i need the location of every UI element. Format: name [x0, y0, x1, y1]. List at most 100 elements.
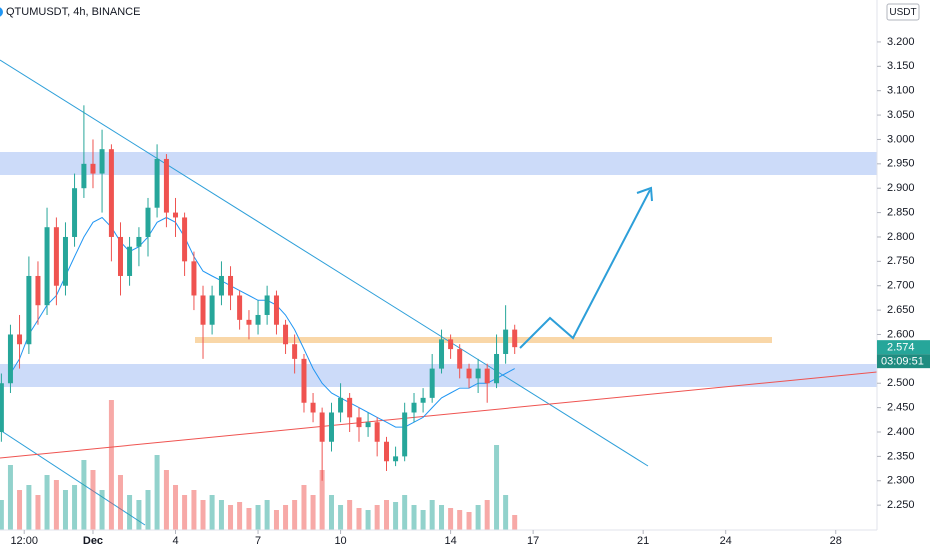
candle-body	[429, 368, 435, 398]
candle-body	[347, 397, 353, 418]
x-tick-label: 28	[830, 535, 842, 547]
level-band	[195, 337, 772, 343]
candle-body	[145, 207, 151, 237]
x-tick-label: 10	[334, 535, 346, 547]
y-tick-label: 2.250	[887, 499, 915, 511]
volume-bar	[384, 500, 390, 530]
volume-bar	[72, 485, 78, 530]
candle-body	[246, 319, 252, 325]
volume-bar	[81, 460, 87, 530]
candle-body	[494, 353, 500, 384]
candle-body	[200, 295, 206, 325]
candle-body	[466, 368, 472, 379]
volume-bar	[44, 475, 50, 530]
candle-body	[108, 149, 114, 237]
chart-title: QTUMUSDT, 4h, BINANCE	[6, 6, 140, 18]
candle-body	[62, 236, 68, 286]
volume-bar	[457, 510, 463, 530]
volume-bar	[439, 505, 445, 530]
volume-bar	[228, 505, 234, 530]
y-tick-label: 2.400	[887, 426, 915, 438]
candle-body	[273, 295, 279, 325]
y-tick-label: 2.800	[887, 231, 915, 243]
volume-bar	[283, 505, 289, 530]
y-tick-label: 2.950	[887, 158, 915, 170]
volume-bar	[310, 495, 316, 530]
resistance-zone	[0, 152, 877, 175]
volume-bar	[484, 500, 490, 530]
volume-bar	[53, 480, 59, 530]
y-tick-label: 3.000	[887, 133, 915, 145]
candle-body	[411, 402, 417, 413]
volume-bar	[338, 505, 344, 530]
y-tick-label: 2.900	[887, 182, 915, 194]
volume-bar	[237, 502, 243, 530]
y-tick-label: 2.300	[887, 475, 915, 487]
volume-bar	[127, 495, 133, 530]
volume-bar	[246, 508, 252, 530]
volume-bar	[7, 465, 13, 530]
volume-bar	[475, 505, 481, 530]
volume-bar	[347, 500, 353, 530]
volume-bar	[292, 500, 298, 530]
volume-bar	[402, 495, 408, 530]
y-tick-label: 2.500	[887, 377, 915, 389]
volume-bar	[503, 495, 509, 530]
y-tick-label: 2.600	[887, 328, 915, 340]
volume-bar	[411, 505, 417, 530]
volume-bar	[374, 505, 380, 530]
candle-body	[35, 275, 41, 306]
candle-body	[44, 227, 50, 306]
volume-bar	[209, 495, 215, 530]
candle-body	[136, 236, 142, 247]
y-tick-label: 3.050	[887, 109, 915, 121]
candle-body	[503, 329, 509, 354]
volume-bar	[117, 475, 123, 530]
volume-bar	[301, 485, 307, 530]
volume-bar	[356, 508, 362, 530]
y-tick-label: 2.700	[887, 280, 915, 292]
candle-body	[292, 344, 298, 359]
candle-body	[448, 339, 454, 350]
trend-line	[0, 59, 649, 467]
volume-bar	[429, 500, 435, 530]
volume-bar	[62, 490, 68, 530]
candle-body	[457, 349, 463, 369]
x-tick-label: 24	[720, 535, 732, 547]
projection-arrow	[519, 189, 651, 349]
volume-bar	[328, 495, 334, 530]
volume-bar	[466, 512, 472, 530]
volume-bar	[99, 490, 105, 530]
candle-body	[154, 158, 160, 208]
candle-body	[182, 217, 188, 262]
plot	[0, 105, 518, 530]
candle-body	[17, 334, 23, 345]
candle-body	[173, 212, 179, 218]
candle-body	[191, 261, 197, 296]
y-tick-label: 2.350	[887, 450, 915, 462]
candle-body	[283, 324, 289, 345]
candle-body	[0, 383, 4, 432]
currency-badge[interactable]	[886, 3, 920, 21]
volume-bar	[154, 455, 160, 530]
volume-bar	[218, 500, 224, 530]
volume-bar	[191, 490, 197, 530]
support-zone	[0, 364, 877, 387]
volume-bar	[448, 508, 454, 530]
candle-body	[393, 456, 399, 462]
candle-body	[255, 314, 261, 325]
countdown-badge	[877, 354, 930, 369]
x-tick-label: Dec	[83, 535, 103, 547]
volume-bar	[365, 510, 371, 530]
candle-body	[319, 412, 325, 442]
arrow-head	[636, 186, 653, 202]
candle-body	[228, 275, 234, 296]
drawings	[0, 59, 878, 526]
y-tick-label: 2.850	[887, 206, 915, 218]
symbol-icon	[0, 7, 3, 17]
candle-body	[81, 163, 87, 189]
volume-bar	[255, 505, 261, 530]
last-price-label: 2.574	[887, 342, 915, 354]
